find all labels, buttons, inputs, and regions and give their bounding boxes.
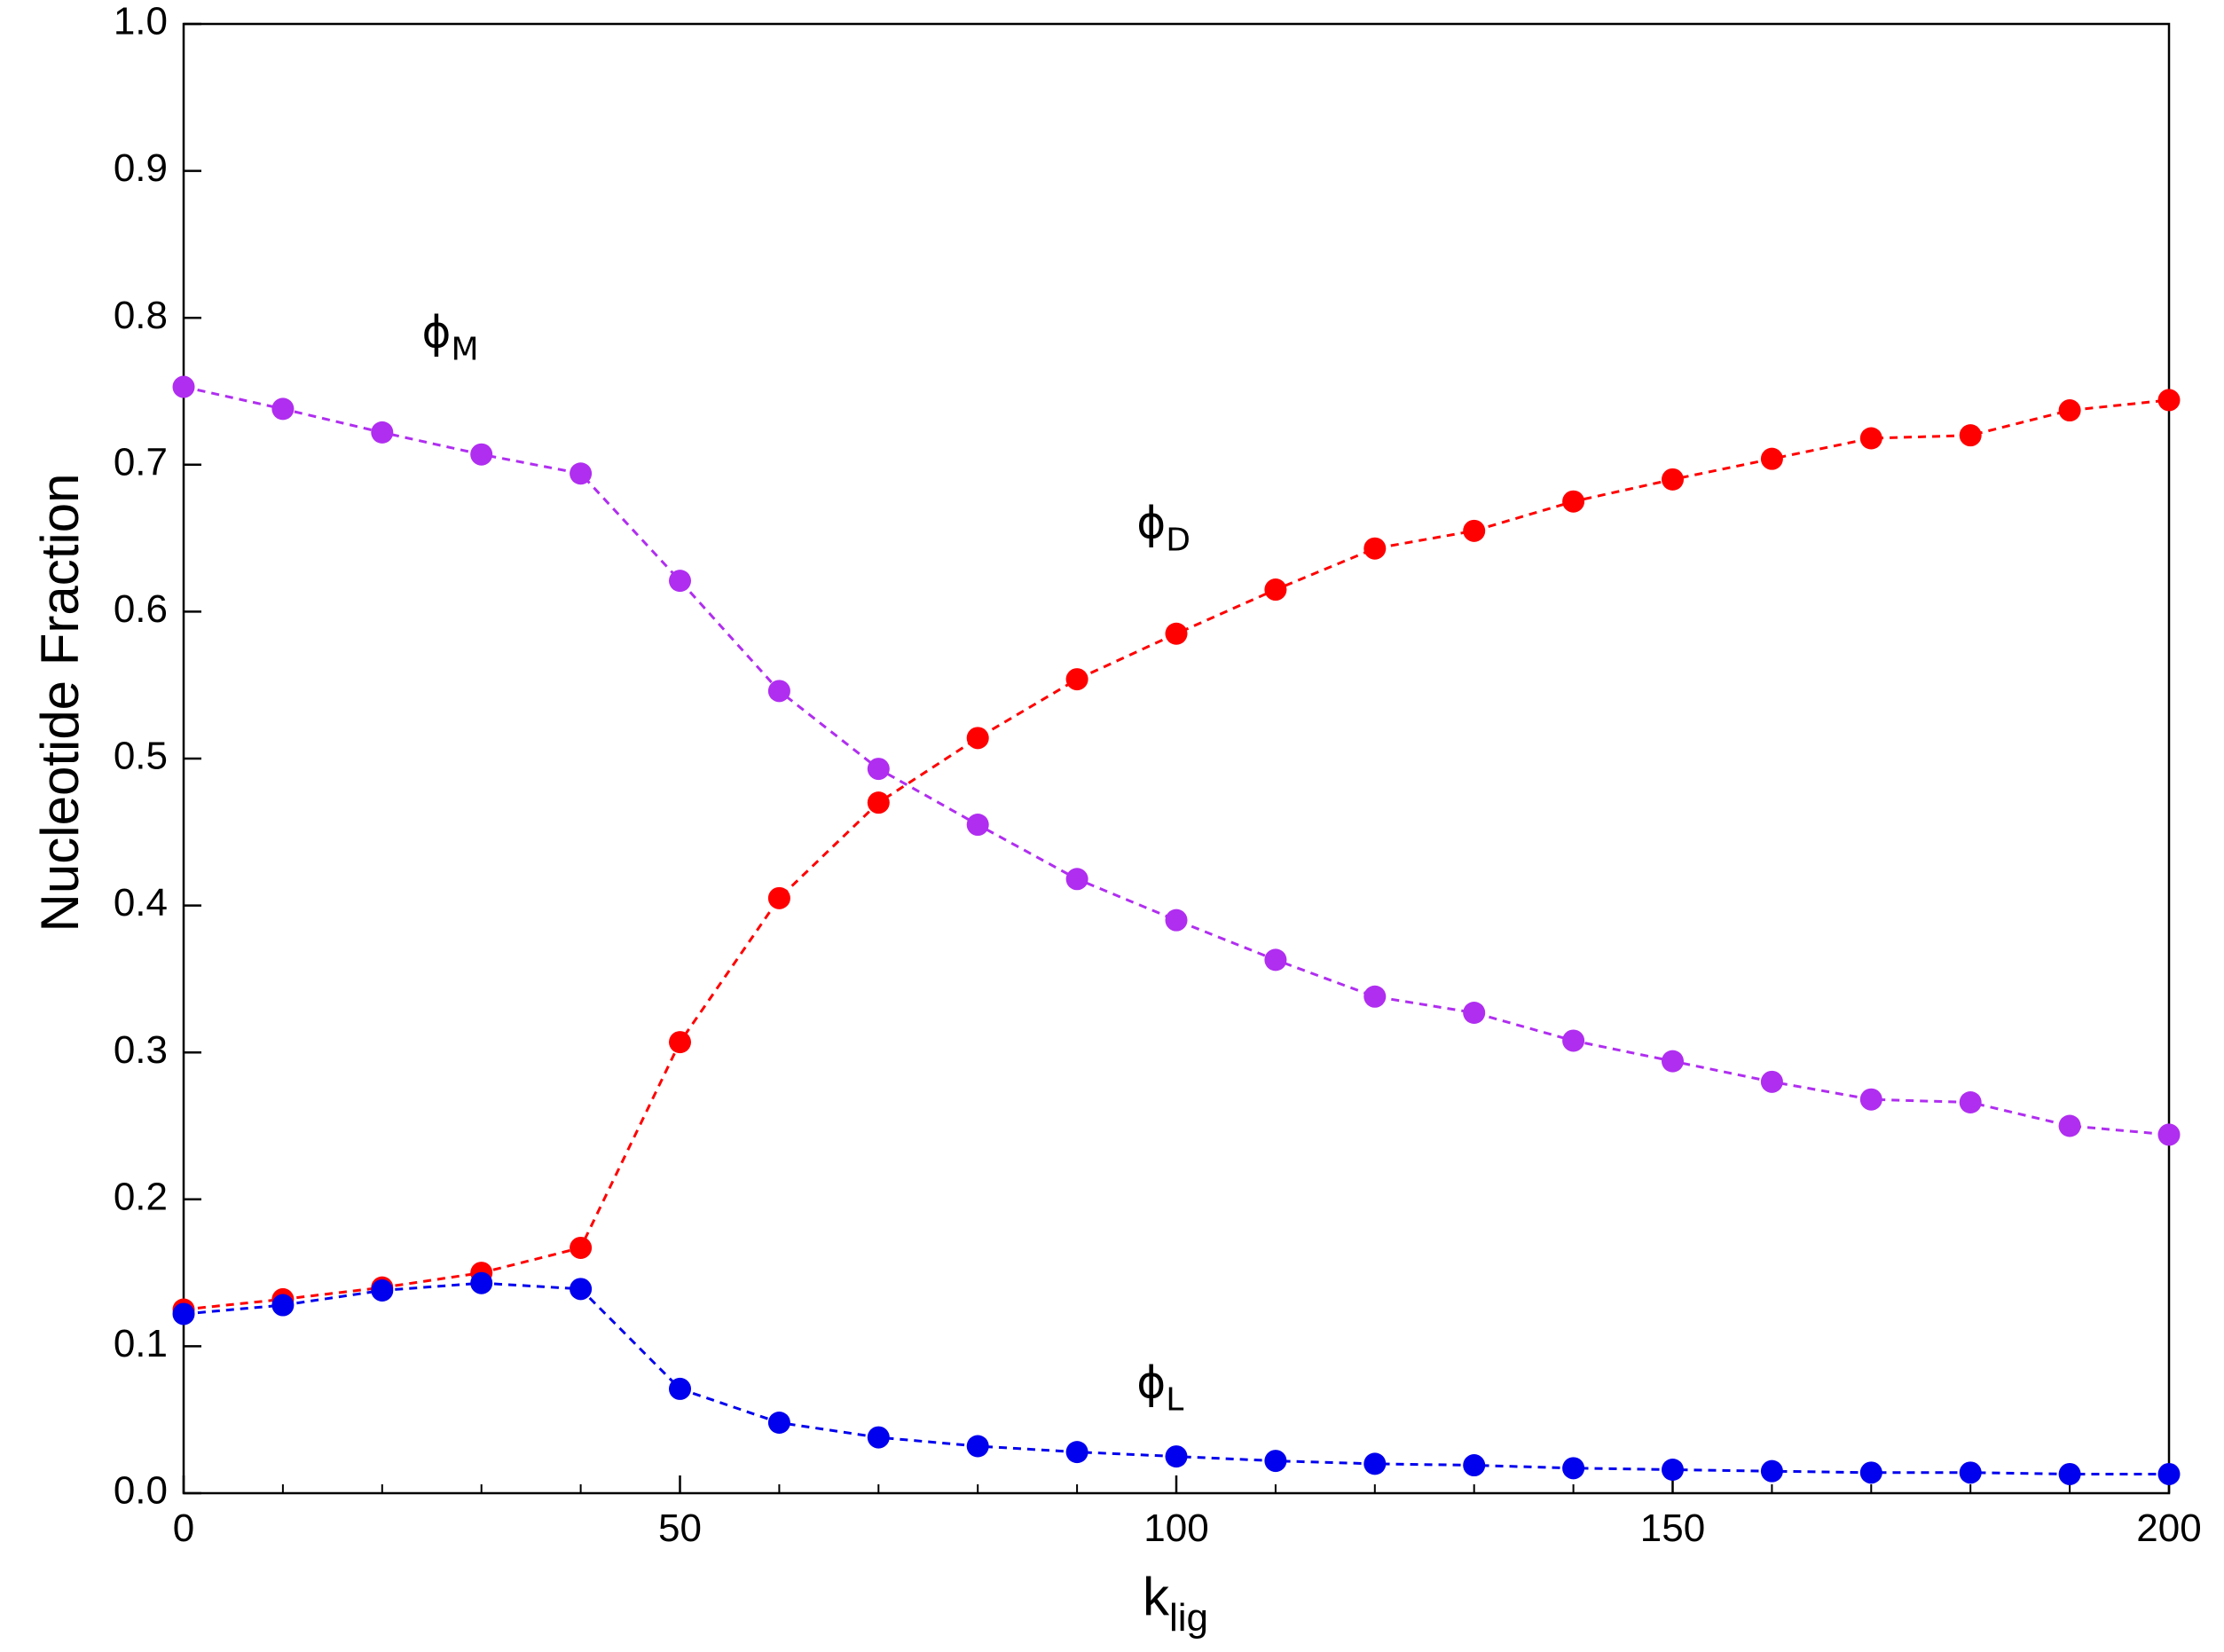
data-point-phi-m [371, 421, 394, 444]
data-point-phi-d [1363, 537, 1387, 560]
data-point-phi-l [1562, 1457, 1585, 1480]
labels: ϕM ϕD ϕL [422, 306, 1191, 1418]
data-point-phi-d [966, 727, 989, 750]
series-line-phi-d [183, 398, 2170, 1311]
data-point-phi-l [1065, 1441, 1088, 1464]
y-tick-label: 0.0 [114, 1469, 168, 1513]
data-point-phi-l [767, 1412, 790, 1435]
x-tick-label: 200 [2136, 1506, 2201, 1550]
data-point-phi-m [1562, 1029, 1585, 1052]
series-label-phi-l: ϕL [1136, 1357, 1183, 1418]
series-phi-l [172, 1271, 2181, 1485]
data-point-phi-d [1859, 427, 1882, 450]
data-point-phi-m [867, 758, 890, 781]
data-point-phi-l [1959, 1461, 1982, 1484]
y-tick-label: 0.9 [114, 146, 168, 190]
data-point-phi-m [1959, 1091, 1982, 1114]
data-point-phi-l [172, 1302, 195, 1326]
x-tick-label: 50 [658, 1506, 702, 1550]
data-point-phi-d [767, 886, 790, 909]
data-point-phi-l [1264, 1450, 1287, 1473]
data-point-phi-m [470, 443, 493, 466]
x-axis-title: klig [1143, 1567, 1208, 1640]
axes: 0.0 0.1 0.2 0.3 0.4 0.5 0.6 0.7 0.8 0.9 1.0 0 50 100 1… [114, 0, 2202, 1550]
y-tick-label: 0.6 [114, 587, 168, 631]
data-point-phi-m [271, 397, 295, 421]
data-point-phi-l [2157, 1462, 2181, 1485]
y-axis-title: Nucleotide Fraction [30, 474, 90, 932]
data-point-phi-l [570, 1278, 593, 1301]
data-point-phi-d [1562, 490, 1585, 513]
data-point-phi-l [271, 1294, 295, 1317]
x-tick-label: 100 [1143, 1506, 1208, 1550]
y-tick-label: 1.0 [114, 0, 168, 43]
data-point-phi-l [1165, 1445, 1188, 1468]
data-point-phi-m [2157, 1123, 2181, 1146]
series-label-phi-m: ϕM [422, 306, 479, 367]
data-point-phi-d [1065, 668, 1088, 691]
x-tick-label: 0 [173, 1506, 194, 1550]
data-point-phi-m [1165, 909, 1188, 932]
y-tick-label: 0.4 [114, 881, 168, 924]
data-point-phi-m [2058, 1114, 2081, 1137]
data-point-phi-m [1859, 1088, 1882, 1111]
data-point-phi-m [1363, 985, 1387, 1008]
data-point-phi-l [1363, 1452, 1387, 1475]
data-point-phi-m [1264, 948, 1287, 972]
data-point-phi-d [2157, 389, 2181, 412]
x-axis-title-main: k [1143, 1567, 1170, 1626]
data-point-phi-d [867, 791, 890, 814]
data-point-phi-d [1264, 578, 1287, 602]
data-point-phi-m [1662, 1050, 1684, 1073]
data-point-phi-m [570, 462, 593, 485]
series-label-phi-d: ϕD [1136, 498, 1191, 559]
data-point-phi-l [1662, 1459, 1684, 1482]
y-tick-label: 0.2 [114, 1175, 168, 1218]
data-point-phi-d [1662, 468, 1684, 491]
data-point-phi-m [1463, 1001, 1486, 1024]
data-point-phi-d [1760, 447, 1783, 470]
data-point-phi-l [371, 1278, 394, 1302]
data-point-phi-m [669, 570, 691, 593]
data-point-phi-m [1065, 868, 1088, 891]
data-point-phi-d [1165, 622, 1188, 645]
data-point-phi-l [2058, 1462, 2081, 1485]
data-point-phi-m [1760, 1070, 1783, 1093]
series-layer [172, 375, 2181, 1485]
x-tick-label: 150 [1640, 1506, 1705, 1550]
data-point-phi-d [2058, 399, 2081, 422]
data-point-phi-d [669, 1031, 691, 1054]
data-point-phi-m [767, 680, 790, 703]
data-point-phi-d [570, 1236, 593, 1259]
y-tick-label: 0.1 [114, 1322, 168, 1365]
series-phi-m [172, 375, 2181, 1146]
data-point-phi-l [470, 1271, 493, 1294]
data-point-phi-d [1463, 519, 1486, 542]
data-point-phi-l [867, 1426, 890, 1449]
series-line-phi-m [183, 385, 2170, 1137]
data-point-phi-l [966, 1435, 989, 1458]
data-point-phi-d [1959, 424, 1982, 447]
y-tick-label: 0.7 [114, 440, 168, 484]
y-tick-label: 0.5 [114, 735, 168, 778]
y-tick-label: 0.8 [114, 294, 168, 337]
data-point-phi-m [172, 375, 195, 398]
y-tick-label: 0.3 [114, 1028, 168, 1072]
data-point-phi-l [669, 1377, 691, 1400]
data-point-phi-l [1760, 1459, 1783, 1483]
data-point-phi-l [1859, 1461, 1882, 1484]
data-point-phi-l [1463, 1454, 1486, 1477]
x-axis-title-sub: lig [1169, 1596, 1208, 1640]
data-point-phi-m [966, 814, 989, 837]
